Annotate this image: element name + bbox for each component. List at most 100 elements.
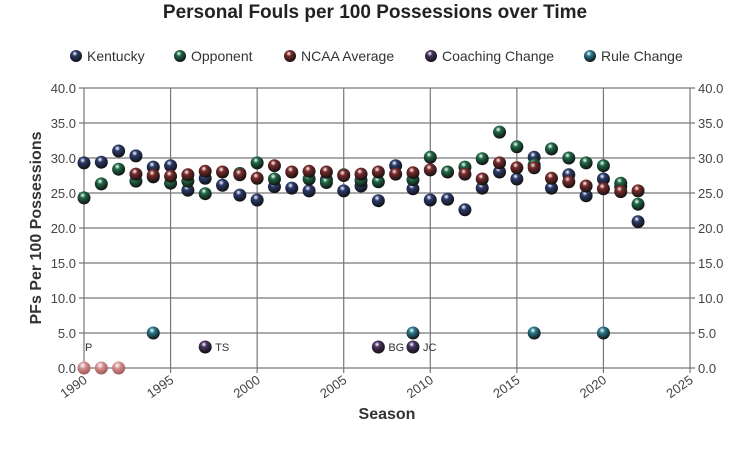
point-ncaa-average	[337, 169, 351, 182]
point-ncaa-average	[406, 166, 420, 180]
point-ncaa-average	[302, 164, 316, 178]
points	[60, 125, 645, 375]
point-opponent	[250, 156, 264, 170]
x-tick-label: 2000	[231, 372, 263, 401]
point-ncaa-average	[631, 184, 645, 198]
y-tick-label: 35.0	[51, 116, 76, 131]
y-tick-label-right: 10.0	[698, 291, 723, 306]
point-kentucky	[544, 181, 558, 195]
point-rule-change	[527, 326, 541, 340]
point-rule-change	[146, 326, 160, 340]
point-ncaa-average	[146, 169, 160, 182]
point-opponent	[596, 159, 610, 173]
legend-label: Coaching Change	[442, 48, 554, 64]
point-opponent	[77, 191, 91, 205]
y-tick-label: 20.0	[51, 221, 76, 236]
y-tick-label-right: 5.0	[698, 326, 716, 341]
y-tick-label: 5.0	[58, 326, 76, 341]
x-tick-label: 2015	[490, 372, 522, 401]
point-ncaa-average	[250, 171, 264, 185]
coach-label: TS	[215, 342, 229, 354]
point-opponent	[579, 156, 593, 170]
ticks: 0.0 0.0 5.0 5.0 10.0 10.0 15.0 15.0 20.0 20.0 25.0…	[51, 81, 724, 401]
legend-label: Rule Change	[601, 48, 683, 64]
point-ncaa-average	[423, 163, 437, 177]
x-tick-label: 1995	[144, 372, 176, 401]
point-ncaa-average	[527, 161, 541, 175]
point-ncaa-average	[596, 182, 610, 196]
point-kentucky	[423, 193, 437, 207]
point-ncaa-average	[614, 185, 628, 199]
point-ncaa-average	[198, 164, 212, 178]
y-tick-label-right: 0.0	[698, 361, 716, 376]
point-ncaa-average	[475, 172, 489, 186]
point-ncaa-average	[77, 361, 91, 375]
point-kentucky	[579, 189, 593, 203]
point-kentucky	[94, 155, 108, 169]
legend-label: Opponent	[191, 48, 253, 64]
point-opponent	[94, 177, 108, 191]
x-axis-label: Season	[359, 406, 416, 423]
y-tick-label: 10.0	[51, 291, 76, 306]
point-kentucky	[285, 181, 299, 195]
y-tick-label-right: 30.0	[698, 151, 723, 166]
point-ncaa-average	[164, 169, 178, 183]
x-tick-label: 2020	[577, 372, 609, 401]
point-ncaa-average	[579, 179, 593, 193]
point-kentucky	[458, 203, 472, 217]
y-tick-label: 0.0	[58, 361, 76, 376]
grid	[79, 87, 695, 373]
point-ncaa-average	[493, 156, 507, 170]
y-tick-label: 40.0	[51, 81, 76, 96]
point-kentucky	[302, 184, 316, 198]
point-ncaa-average	[181, 168, 195, 182]
point-ncaa-average	[544, 171, 558, 185]
point-kentucky	[510, 172, 524, 186]
y-tick-label: 30.0	[51, 151, 76, 166]
point-opponent	[112, 162, 126, 176]
point-ncaa-average	[371, 165, 385, 179]
point-coaching-change	[60, 341, 73, 354]
y-tick-label-right: 15.0	[698, 256, 723, 271]
x-tick-label: 1990	[57, 372, 89, 401]
point-kentucky	[406, 182, 420, 196]
y-tick-label-right: 25.0	[698, 186, 723, 201]
point-ncaa-average	[285, 165, 299, 179]
x-tick-label: 2010	[404, 372, 436, 401]
point-opponent	[267, 172, 281, 186]
point-kentucky	[441, 192, 455, 206]
point-ncaa-average	[458, 167, 472, 181]
legend-marker	[584, 50, 596, 62]
legend: Kentucky Opponent NCAA Average Coaching Cha…	[70, 48, 683, 64]
y-tick-label: 15.0	[51, 256, 76, 271]
point-opponent	[631, 197, 645, 211]
coach-label: BG	[388, 342, 404, 354]
point-opponent	[510, 140, 524, 154]
point-kentucky	[181, 183, 195, 197]
point-coaching-change	[406, 340, 420, 354]
point-kentucky	[164, 159, 178, 173]
point-kentucky	[129, 149, 143, 163]
point-kentucky	[493, 165, 507, 179]
point-opponent	[544, 142, 558, 156]
point-ncaa-average	[562, 175, 576, 189]
point-kentucky	[250, 193, 264, 207]
point-opponent	[319, 176, 333, 189]
point-rule-change	[406, 326, 420, 340]
point-kentucky	[475, 181, 489, 195]
point-opponent	[423, 150, 437, 164]
point-kentucky	[371, 194, 385, 208]
point-coaching-change	[198, 340, 212, 354]
x-tick-label: 2005	[317, 372, 349, 401]
legend-marker	[70, 50, 82, 62]
coach-label: JC	[423, 342, 437, 354]
point-coaching-change	[371, 340, 385, 354]
legend-marker	[284, 50, 296, 62]
point-kentucky	[631, 215, 645, 229]
point-opponent	[475, 152, 489, 166]
point-ncaa-average	[319, 165, 333, 179]
point-kentucky	[337, 184, 351, 198]
point-ncaa-average	[129, 167, 143, 181]
point-opponent	[198, 187, 212, 201]
